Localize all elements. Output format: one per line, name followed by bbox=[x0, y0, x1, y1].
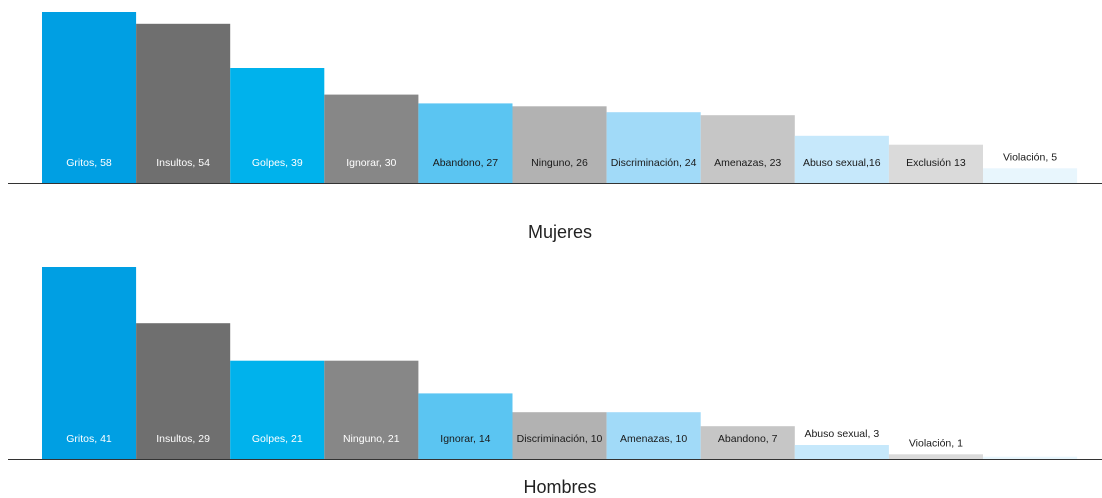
bar-label-hombres: Ninguno, 21 bbox=[343, 433, 400, 445]
bar-label-mujeres: Ninguno, 26 bbox=[531, 157, 588, 169]
chart-hombres: Gritos, 41 Insultos, 29 Golpes, 21 Ninguno,… bbox=[8, 267, 1102, 497]
bar-label-mujeres: Abandono, 27 bbox=[433, 157, 499, 169]
bar-label-mujeres: Discriminación, 24 bbox=[611, 157, 697, 169]
bar-label-hombres: Gritos, 41 bbox=[66, 433, 112, 445]
bar-label-hombres: Abuso sexual, 3 bbox=[804, 428, 879, 440]
bar-label-hombres: Discriminación, 10 bbox=[517, 433, 603, 445]
bar-label-mujeres: Insultos, 54 bbox=[156, 157, 210, 169]
bar-hombres bbox=[418, 393, 513, 459]
bar-label-hombres: Insultos, 29 bbox=[156, 433, 210, 445]
bar-mujeres bbox=[512, 106, 607, 183]
bar-hombres bbox=[512, 412, 607, 459]
bar-mujeres bbox=[794, 135, 889, 183]
bar-hombres bbox=[606, 412, 701, 459]
bar-hombres bbox=[136, 323, 231, 459]
bar-label-mujeres: Abuso sexual,16 bbox=[803, 157, 881, 169]
bar-label-mujeres: Violación, 5 bbox=[1003, 151, 1057, 163]
bar-label-mujeres: Gritos, 58 bbox=[66, 157, 112, 169]
bar-hombres bbox=[42, 267, 137, 459]
bar-label-hombres: Abandono, 7 bbox=[718, 433, 778, 445]
bar-mujeres bbox=[983, 168, 1078, 183]
bar-label-mujeres: Ignorar, 30 bbox=[346, 157, 396, 169]
bar-mujeres bbox=[418, 103, 513, 183]
bar-hombres bbox=[794, 445, 889, 459]
chart-title-hombres: Hombres bbox=[523, 477, 596, 497]
bar-mujeres bbox=[700, 115, 795, 183]
bar-label-mujeres: Amenazas, 23 bbox=[714, 157, 781, 169]
bar-mujeres bbox=[230, 68, 325, 183]
bar-hombres bbox=[230, 360, 325, 459]
chart-title-mujeres: Mujeres bbox=[528, 222, 592, 242]
bar-label-hombres: Ignorar, 14 bbox=[440, 433, 490, 445]
chart-mujeres: Gritos, 58 Insultos, 54 Golpes, 39 Ignorar,… bbox=[8, 12, 1102, 242]
bar-hombres bbox=[700, 426, 795, 459]
bar-label-hombres: Violación, 1 bbox=[909, 437, 963, 449]
bar-mujeres bbox=[606, 112, 701, 183]
bar-hombres bbox=[324, 360, 419, 459]
bar-mujeres bbox=[888, 144, 983, 183]
bar-label-mujeres: Golpes, 39 bbox=[252, 157, 303, 169]
bar-hombres bbox=[888, 454, 983, 459]
bar-mujeres bbox=[324, 94, 419, 183]
bar-label-mujeres: Exclusión 13 bbox=[906, 157, 966, 169]
bar-label-hombres: Amenazas, 10 bbox=[620, 433, 687, 445]
bar-label-hombres: Golpes, 21 bbox=[252, 433, 303, 445]
bar-hombres bbox=[983, 456, 1078, 459]
bar-mujeres bbox=[42, 12, 137, 183]
bar-mujeres bbox=[136, 23, 231, 183]
